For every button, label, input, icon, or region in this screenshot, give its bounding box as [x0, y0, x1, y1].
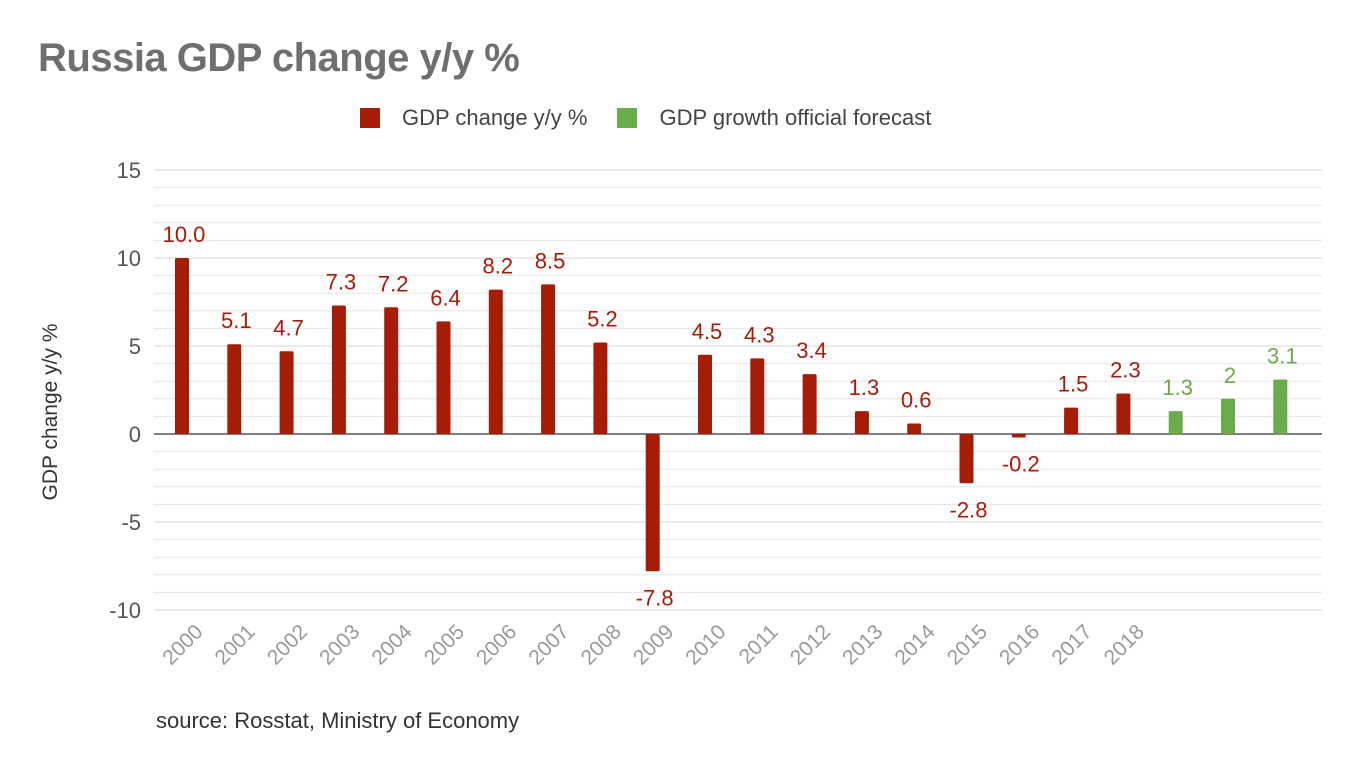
legend-swatch-actual — [360, 108, 380, 128]
gdp-bar — [959, 434, 974, 484]
gridlines — [154, 169, 1322, 611]
x-tick-label: 2014 — [890, 620, 940, 670]
data-label: 10.0 — [163, 222, 206, 247]
gdp-bar — [1116, 393, 1131, 434]
data-label: 3.4 — [796, 338, 827, 363]
y-axis-title: GDP change y/y % — [39, 323, 62, 500]
data-label: 4.3 — [744, 322, 775, 347]
data-label: 8.2 — [483, 254, 514, 279]
data-label: 1.3 — [849, 375, 880, 400]
x-tick-label: 2018 — [1100, 620, 1149, 669]
x-tick-label: 2000 — [158, 620, 207, 669]
data-label: 1.3 — [1162, 375, 1193, 400]
chart-title: Russia GDP change y/y % — [38, 36, 520, 80]
x-tick-label: 2006 — [472, 620, 521, 669]
gdp-bar — [1011, 434, 1026, 438]
gdp-bar — [1064, 407, 1079, 434]
data-label: 7.3 — [326, 270, 357, 295]
data-label: 3.1 — [1267, 343, 1298, 368]
gdp-bar — [645, 434, 660, 572]
legend-item-actual: GDP change y/y % — [360, 105, 587, 131]
x-tick-label: 2009 — [629, 620, 678, 669]
gdp-bar — [384, 307, 399, 434]
x-tick-label: 2016 — [995, 620, 1044, 669]
gdp-bar — [227, 344, 242, 434]
forecast-bar — [1273, 379, 1288, 434]
data-label: 4.5 — [692, 319, 723, 344]
x-tick-label: 2001 — [211, 620, 260, 669]
data-label: 6.4 — [430, 285, 461, 310]
data-label: 5.2 — [587, 306, 618, 331]
legend-label-actual: GDP change y/y % — [402, 105, 588, 130]
y-tick-label: -5 — [121, 510, 141, 535]
forecast-bar — [1221, 398, 1235, 434]
data-label: 0.6 — [901, 387, 932, 412]
y-tick-label: 10 — [117, 246, 141, 271]
x-tick-label: 2002 — [263, 620, 312, 669]
legend-swatch-forecast — [617, 108, 638, 128]
x-tick-label: 2013 — [838, 620, 887, 669]
x-tick-label: 2010 — [681, 620, 730, 669]
gdp-bar — [488, 289, 503, 434]
x-tick-label: 2005 — [420, 620, 469, 669]
x-axis-labels: 2000 2001 2002 2003 2004 2005 2006 2007 2008 2009… — [158, 620, 1149, 670]
data-label: 1.5 — [1058, 372, 1089, 397]
gdp-bar — [907, 423, 922, 434]
data-label: 2.3 — [1110, 358, 1141, 383]
forecast-bar — [1168, 411, 1183, 434]
x-tick-label: 2004 — [367, 620, 417, 670]
gdp-bar — [279, 351, 294, 434]
y-tick-label: 0 — [129, 422, 141, 447]
gdp-bar — [436, 321, 451, 434]
x-tick-label: 2017 — [1047, 620, 1096, 669]
gdp-bar — [541, 284, 556, 434]
source-note: source: Rosstat, Ministry of Economy — [156, 708, 520, 733]
data-labels: 10.0 5.1 4.7 7.3 7.2 6.4 8.2 8.5 5.2 -7.8 4.5 4.3 3.… — [163, 222, 1298, 610]
data-label: -7.8 — [636, 585, 674, 610]
y-tick-label: 5 — [129, 334, 141, 359]
gdp-bar — [698, 354, 712, 434]
bars — [175, 258, 1288, 572]
y-tick-label: 15 — [117, 158, 141, 183]
x-tick-label: 2007 — [524, 620, 573, 669]
data-label: 5.1 — [221, 308, 252, 333]
x-tick-label: 2012 — [786, 620, 835, 669]
data-label: 2 — [1224, 363, 1236, 388]
legend-item-forecast: GDP growth official forecast — [617, 105, 931, 131]
data-label: -0.2 — [1002, 452, 1040, 477]
gdp-bar — [331, 305, 346, 434]
legend: GDP change y/y % GDP growth official for… — [360, 104, 961, 132]
gdp-bar — [854, 411, 869, 434]
y-axis: 15 10 5 0 -5 -10 — [109, 158, 141, 623]
x-tick-label: 2015 — [943, 620, 992, 669]
x-tick-label: 2008 — [577, 620, 626, 669]
data-label: -2.8 — [950, 497, 988, 522]
gdp-bar — [750, 358, 765, 434]
data-label: 7.2 — [378, 271, 409, 296]
legend-label-forecast: GDP growth official forecast — [659, 105, 932, 130]
data-label: 8.5 — [535, 248, 566, 273]
y-tick-label: -10 — [109, 598, 141, 623]
x-tick-label: 2003 — [315, 620, 364, 669]
gdp-bar — [175, 258, 189, 434]
gdp-bar — [802, 374, 817, 434]
x-tick-label: 2011 — [735, 620, 783, 668]
data-label: 4.7 — [273, 315, 304, 340]
gdp-bar — [593, 342, 608, 434]
